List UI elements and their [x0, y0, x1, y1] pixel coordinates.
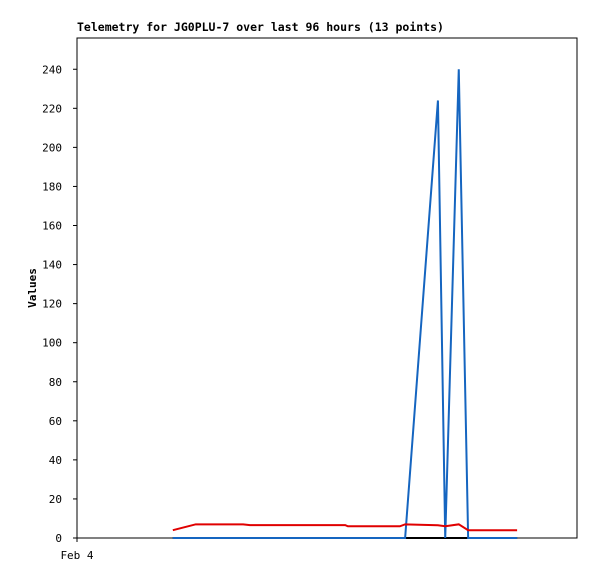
y-tick-label: 220 [42, 102, 62, 115]
y-tick-label: 80 [49, 376, 62, 389]
series-line [172, 523, 518, 532]
y-tick-label: 60 [49, 415, 62, 428]
y-tick-label: 20 [49, 493, 62, 506]
series-line [172, 69, 518, 539]
y-tick-label: 120 [42, 298, 62, 311]
y-tick-label: 100 [42, 337, 62, 350]
y-tick-label: 140 [42, 259, 62, 272]
y-tick-label: 160 [42, 220, 62, 233]
y-tick-label: 40 [49, 454, 62, 467]
chart-title: Telemetry for JG0PLU-7 over last 96 hour… [77, 20, 444, 34]
y-tick-label: 200 [42, 141, 62, 154]
y-tick-label: 240 [42, 63, 62, 76]
y-tick-label: 0 [55, 532, 62, 545]
y-axis-label: Values [26, 268, 39, 308]
y-tick-label: 180 [42, 180, 62, 193]
x-tick-label: Feb 4 [60, 549, 93, 562]
